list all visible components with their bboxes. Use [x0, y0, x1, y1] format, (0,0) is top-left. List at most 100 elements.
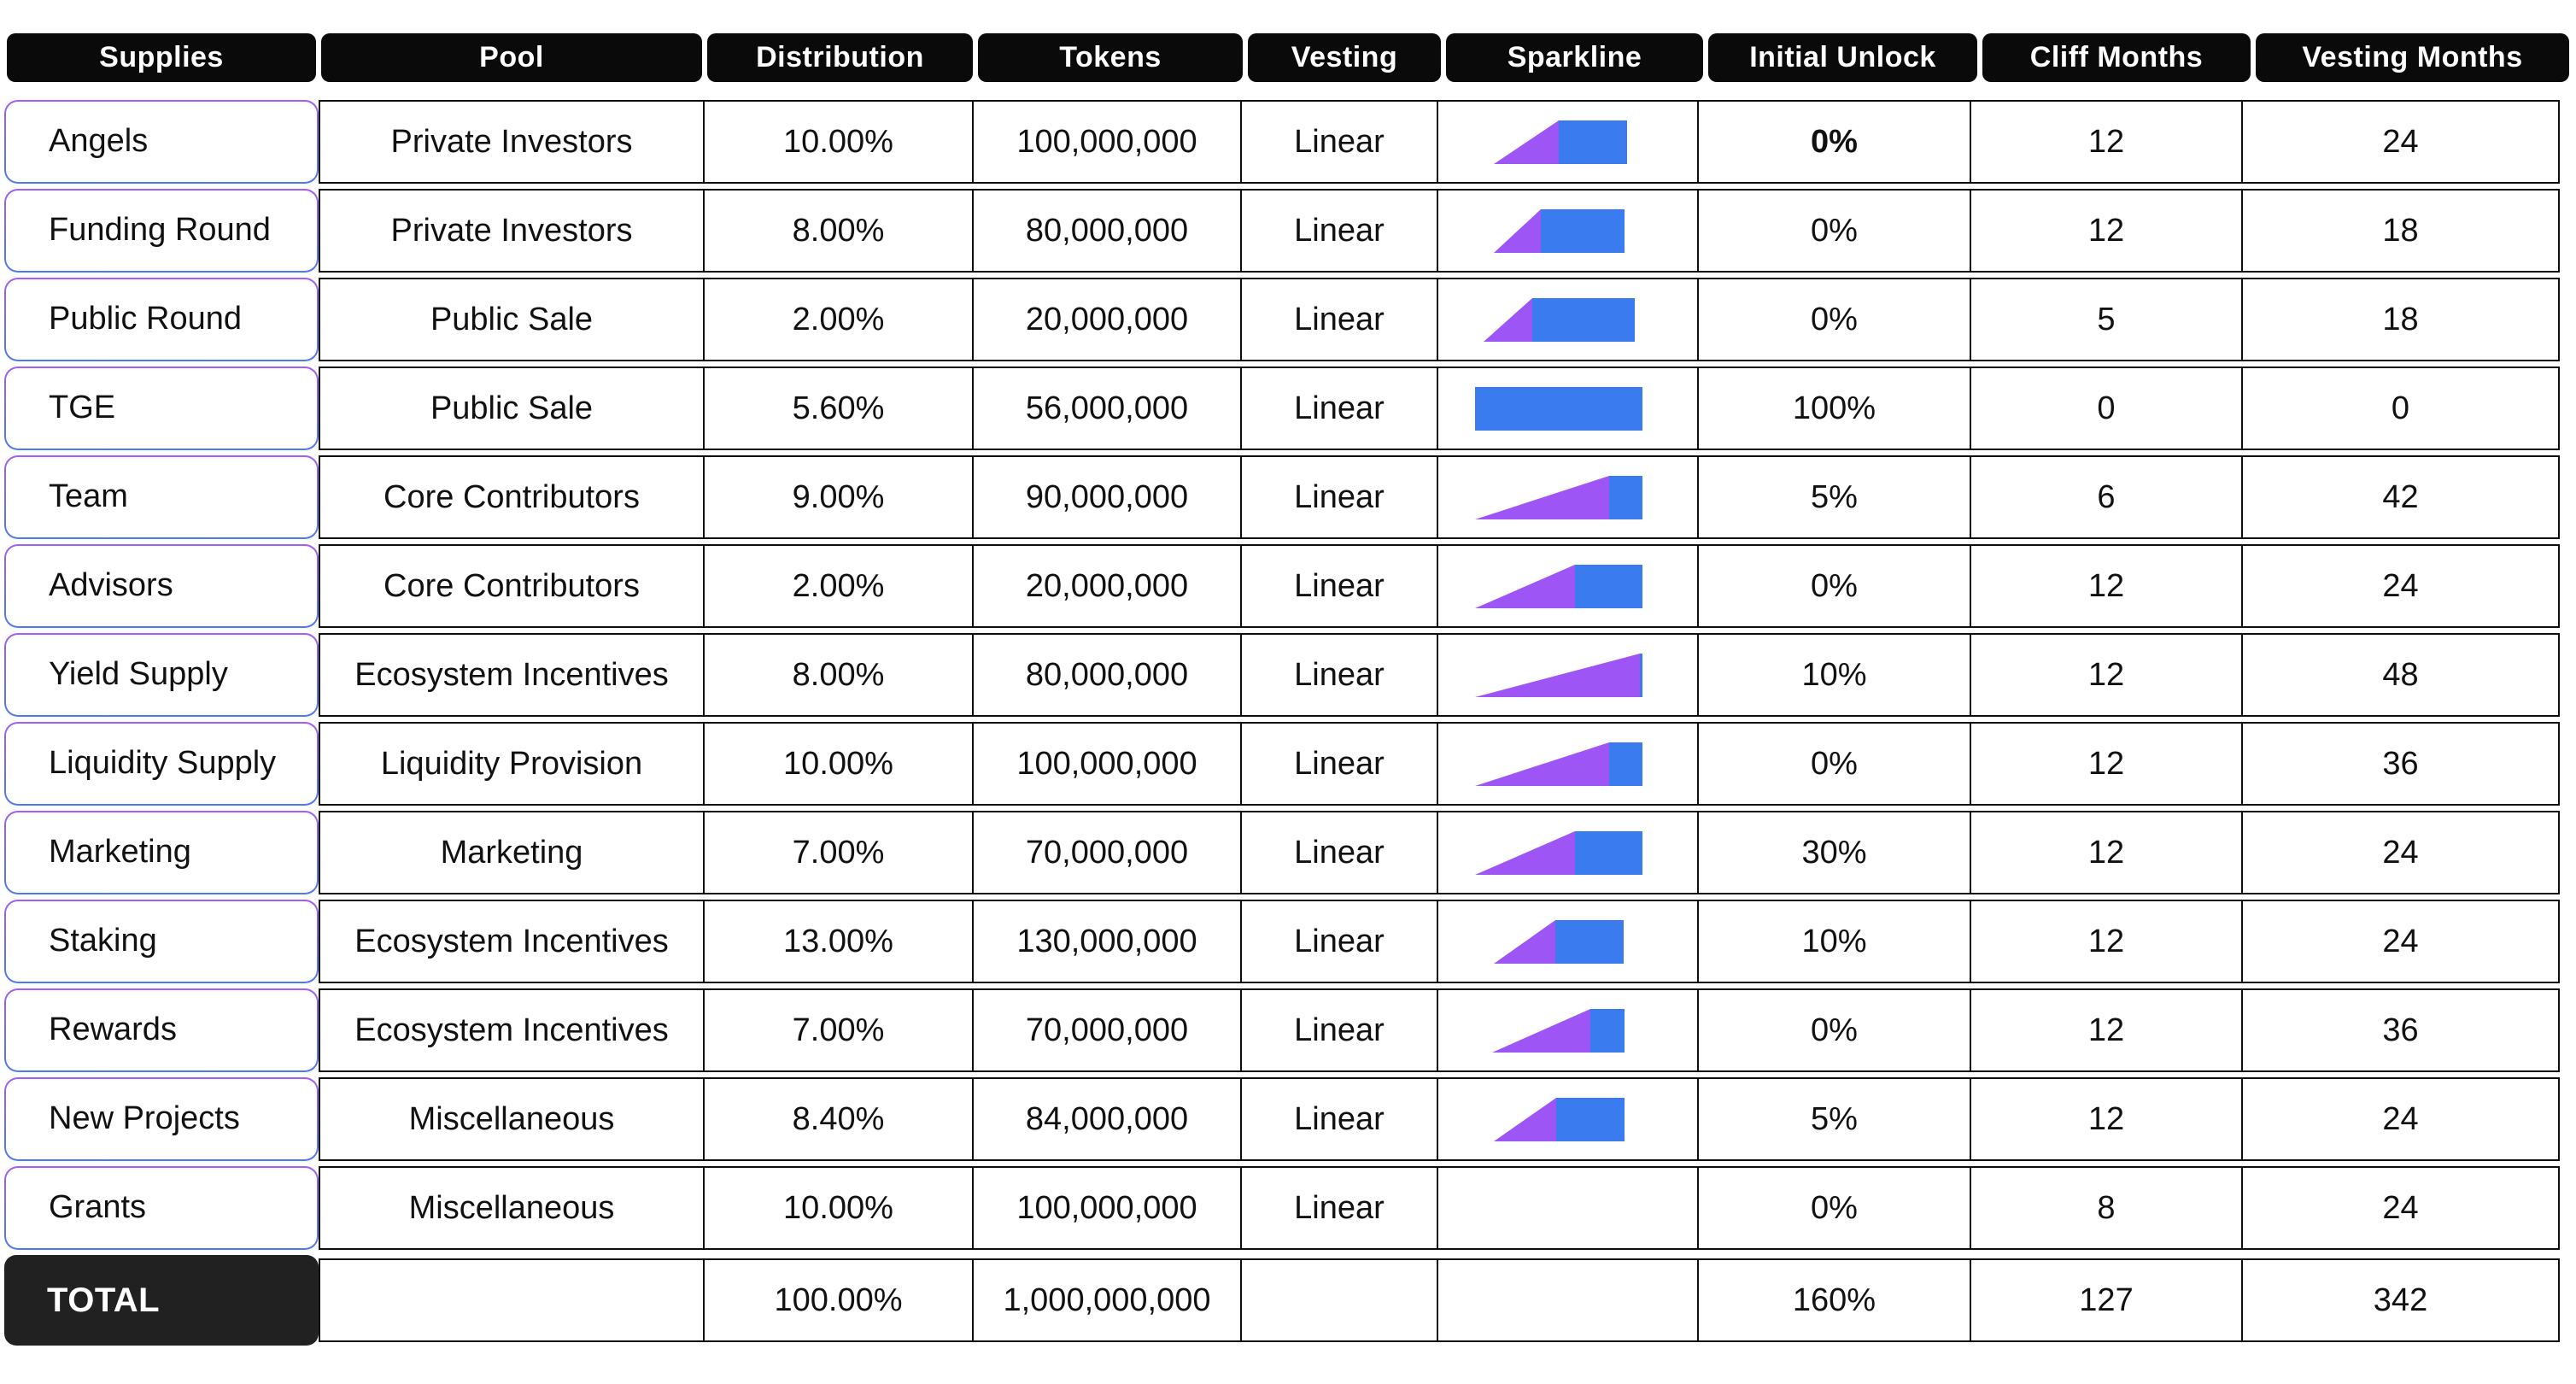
supply-label-cell: Staking: [4, 900, 319, 983]
supply-label-cell: Public Round: [4, 278, 319, 361]
column-header-tokens: Tokens: [978, 33, 1243, 82]
cell-vesting: Linear: [1240, 1166, 1438, 1250]
tokenomics-table: Supplies Pool Distribution Tokens Vesting Spa…: [4, 33, 2572, 1346]
table-row: Rewards Ecosystem Incentives 7.00% 70,000,0…: [4, 988, 2572, 1072]
supply-label: TGE: [6, 368, 317, 449]
cell-sparkline: [1437, 1166, 1699, 1250]
cell-sparkline: [1437, 544, 1699, 628]
sparkline-chart: [1492, 1008, 1625, 1053]
table-row: New Projects Miscellaneous 8.40% 84,000,000…: [4, 1077, 2572, 1161]
supply-label: Rewards: [6, 990, 317, 1070]
cell-vesting_months: 18: [2241, 278, 2560, 361]
cell-vesting_months: 48: [2241, 633, 2560, 717]
vesting-ramp-shape: [1475, 564, 1575, 608]
supply-label-cell: Grants: [4, 1166, 319, 1250]
cell-sparkline: [1437, 900, 1699, 983]
table-row: Team Core Contributors 9.00% 90,000,000 Line…: [4, 455, 2572, 539]
vested-full-shape: [1575, 564, 1642, 608]
sparkline-chart: [1475, 830, 1642, 875]
sparkline-chart: [1494, 208, 1625, 253]
cell-vesting: Linear: [1240, 811, 1438, 894]
cell-distribution: 8.00%: [703, 633, 974, 717]
cell-initial_unlock: 0%: [1697, 988, 1971, 1072]
cell-tokens: 80,000,000: [972, 633, 1242, 717]
vesting-ramp-shape: [1494, 1097, 1556, 1141]
cell-sparkline: [1437, 455, 1699, 539]
cell-cliff_months: 8: [1970, 1166, 2243, 1250]
cell-pool: Private Investors: [319, 189, 705, 273]
cell-vesting: Linear: [1240, 544, 1438, 628]
supply-label: Angels: [6, 102, 317, 182]
cell-sparkline: [1437, 988, 1699, 1072]
cell-distribution: 8.40%: [703, 1077, 974, 1161]
column-header-distribution: Distribution: [707, 33, 973, 82]
cell-vesting: Linear: [1240, 367, 1438, 450]
cell-sparkline: [1437, 100, 1699, 184]
cell-sparkline: [1437, 278, 1699, 361]
sparkline-chart: [1475, 564, 1642, 608]
column-header-vesting_months: Vesting Months: [2256, 33, 2569, 82]
table-row: Public Round Public Sale 2.00% 20,000,000 Li…: [4, 278, 2572, 361]
total-cell-sparkline: [1437, 1258, 1699, 1342]
supply-label: Advisors: [6, 546, 317, 626]
cell-distribution: 13.00%: [703, 900, 974, 983]
column-header-cliff_months: Cliff Months: [1982, 33, 2251, 82]
cell-initial_unlock: 0%: [1697, 1166, 1971, 1250]
vesting-ramp-shape: [1484, 297, 1532, 342]
vesting-ramp-shape: [1475, 653, 1640, 697]
column-header-initial_unlock: Initial Unlock: [1708, 33, 1977, 82]
cell-initial_unlock: 0%: [1697, 722, 1971, 806]
cell-tokens: 100,000,000: [972, 100, 1242, 184]
cell-distribution: 9.00%: [703, 455, 974, 539]
cell-vesting_months: 24: [2241, 544, 2560, 628]
cell-initial_unlock: 100%: [1697, 367, 1971, 450]
column-header-vesting: Vesting: [1248, 33, 1441, 82]
header-col-vesting: Vesting: [1245, 33, 1443, 82]
cell-pool: Core Contributors: [319, 544, 705, 628]
cell-pool: Liquidity Provision: [319, 722, 705, 806]
sparkline-chart: [1494, 919, 1624, 964]
cell-tokens: 20,000,000: [972, 544, 1242, 628]
vesting-ramp-shape: [1492, 1008, 1590, 1053]
sparkline-chart: [1494, 120, 1627, 164]
cell-pool: Miscellaneous: [319, 1166, 705, 1250]
table-row: Funding Round Private Investors 8.00% 80,00…: [4, 189, 2572, 273]
cell-pool: Ecosystem Incentives: [319, 988, 705, 1072]
cell-distribution: 7.00%: [703, 988, 974, 1072]
vesting-ramp-shape: [1475, 475, 1609, 519]
table-row: Liquidity Supply Liquidity Provision 10.00…: [4, 722, 2572, 806]
vesting-ramp-shape: [1494, 919, 1555, 964]
supply-label: New Projects: [6, 1079, 317, 1159]
sparkline-chart: [1475, 475, 1642, 519]
cell-vesting: Linear: [1240, 988, 1438, 1072]
table-row: Grants Miscellaneous 10.00% 100,000,000 Line…: [4, 1166, 2572, 1250]
column-header-supplies: Supplies: [7, 33, 316, 82]
vested-full-shape: [1541, 208, 1625, 253]
cell-vesting_months: 36: [2241, 722, 2560, 806]
cell-vesting_months: 24: [2241, 1166, 2560, 1250]
vested-full-shape: [1532, 297, 1635, 342]
vested-full-shape: [1475, 386, 1642, 431]
cell-tokens: 100,000,000: [972, 722, 1242, 806]
supply-label-cell: Rewards: [4, 988, 319, 1072]
cell-vesting: Linear: [1240, 722, 1438, 806]
supply-label: Team: [6, 457, 317, 537]
cell-sparkline: [1437, 367, 1699, 450]
cell-vesting_months: 24: [2241, 811, 2560, 894]
header-col-distribution: Distribution: [705, 33, 975, 82]
total-cell-vesting_months: 342: [2241, 1258, 2560, 1342]
cell-vesting_months: 0: [2241, 367, 2560, 450]
cell-sparkline: [1437, 1077, 1699, 1161]
cell-cliff_months: 0: [1970, 367, 2243, 450]
cell-tokens: 70,000,000: [972, 988, 1242, 1072]
cell-distribution: 10.00%: [703, 722, 974, 806]
column-header-pool: Pool: [321, 33, 702, 82]
total-cell-distribution: 100.00%: [703, 1258, 974, 1342]
supply-label: Public Round: [6, 279, 317, 360]
cell-vesting: Linear: [1240, 189, 1438, 273]
sparkline-chart: [1494, 1097, 1625, 1141]
column-header-sparkline: Sparkline: [1446, 33, 1703, 82]
supply-label-cell: Marketing: [4, 811, 319, 894]
vested-full-shape: [1575, 830, 1642, 875]
cell-tokens: 90,000,000: [972, 455, 1242, 539]
